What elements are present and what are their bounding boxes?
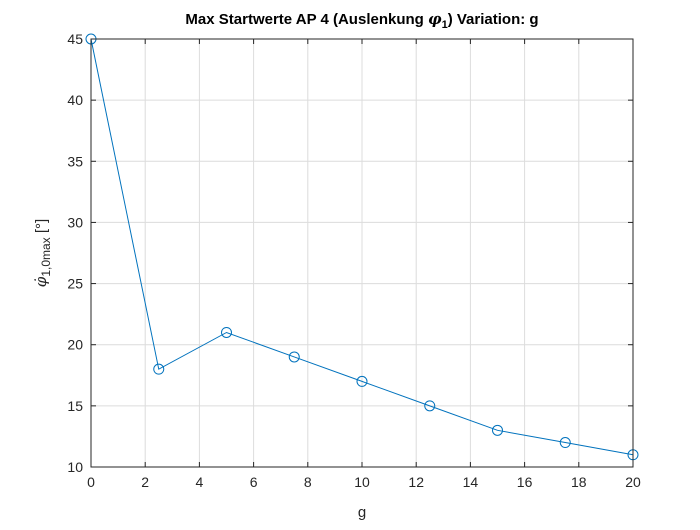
x-tick-label-2: 4 [196, 474, 204, 490]
title-close: ) [448, 11, 453, 28]
ylabel-subscript: 1,0max [39, 237, 53, 276]
y-tick-label-1: 15 [67, 398, 83, 414]
y-tick-label-3: 25 [67, 276, 83, 292]
x-tick-label-8: 16 [517, 474, 533, 490]
title-main: Max Startwerte AP 4 (Auslenkung [185, 11, 428, 28]
x-tick-label-1: 2 [141, 474, 149, 490]
data-point-1 [153, 363, 165, 375]
y-tick-label-4: 30 [67, 214, 83, 230]
series-line-0 [90, 38, 634, 456]
data-point-3 [288, 351, 300, 363]
x-tick-label-9: 18 [571, 474, 587, 490]
ticks: 0 2 4 6 8 10 12 14 16 18 20 10 15 20 25 30 35 40 45 [67, 31, 641, 490]
title-subscript: 1 [442, 19, 448, 31]
data-point-7 [559, 437, 571, 449]
x-axis-label: g [358, 504, 366, 521]
title-tail: Variation: g [453, 11, 539, 28]
x-tick-label-6: 12 [408, 474, 424, 490]
ylabel-phi: φ̇ [32, 276, 50, 287]
y-tick-label-2: 20 [67, 337, 83, 353]
x-tick-label-4: 8 [304, 474, 312, 490]
data-point-4 [356, 375, 368, 387]
y-tick-label-7: 45 [67, 31, 83, 47]
x-tick-label-0: 0 [87, 474, 95, 490]
x-tick-label-3: 6 [250, 474, 258, 490]
y-axis-label: φ̇1,0max [°] [32, 219, 53, 287]
data-point-5 [424, 400, 436, 412]
y-tick-label-5: 35 [67, 153, 83, 169]
chart-title: Max Startwerte AP 4 (Auslenkung φ1) Vari… [185, 10, 538, 31]
y-tick-label-6: 40 [67, 92, 83, 108]
data-point-2 [221, 326, 232, 338]
x-tick-label-5: 10 [354, 474, 370, 490]
y-tick-label-0: 10 [67, 459, 83, 475]
x-tick-label-7: 14 [463, 474, 479, 490]
ylabel-unit: [°] [33, 219, 50, 238]
x-tick-label-10: 20 [625, 474, 641, 490]
title-phi: φ [428, 10, 442, 28]
data-point-6 [492, 424, 503, 436]
